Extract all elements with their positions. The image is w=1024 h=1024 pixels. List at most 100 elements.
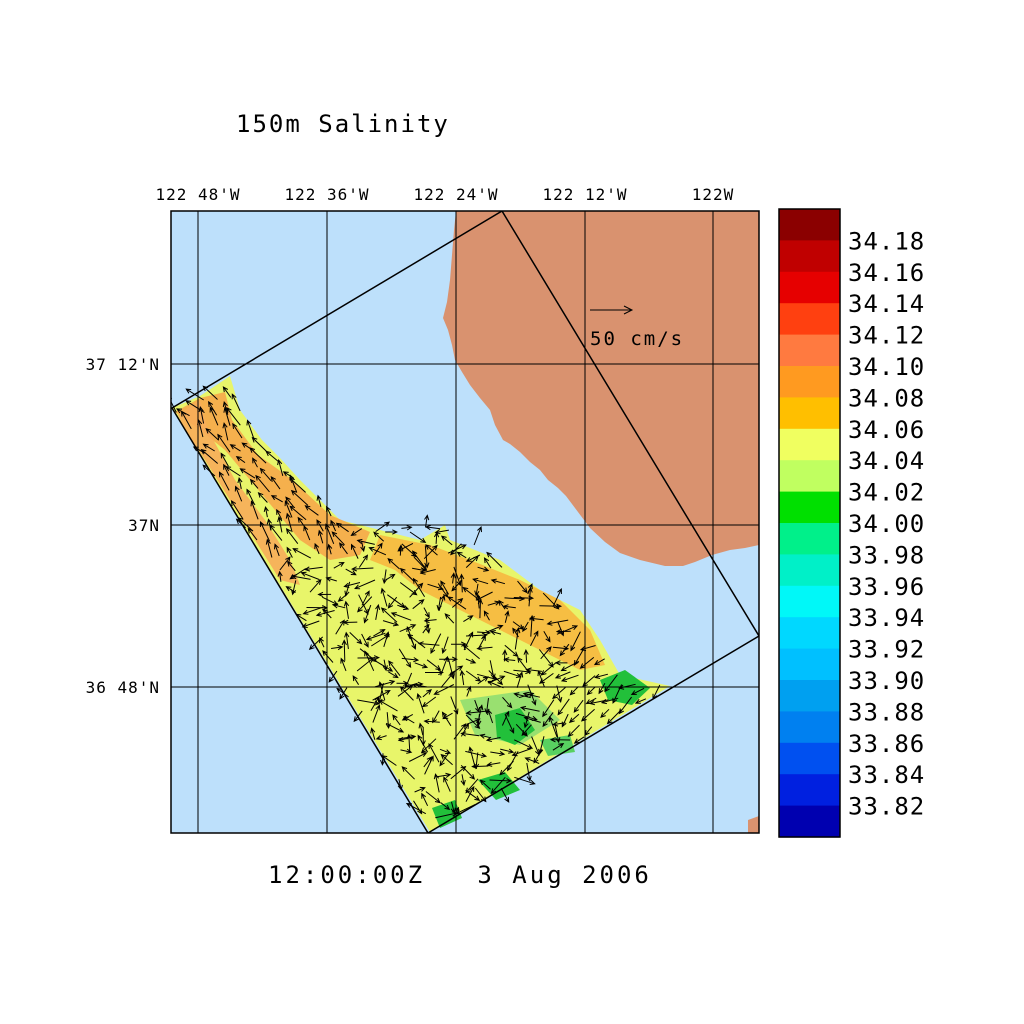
current-vector [436, 772, 452, 778]
current-vector [447, 544, 467, 554]
current-vector [401, 657, 420, 663]
current-vector [198, 405, 205, 424]
reference-vector: 50 cm/s [590, 305, 682, 350]
colorbar-level-label: 33.90 [848, 667, 925, 695]
colorbar-swatch [779, 617, 840, 650]
current-vector [426, 659, 442, 671]
current-vector [373, 659, 394, 672]
current-vector [432, 710, 440, 724]
current-vector [302, 606, 324, 615]
current-vector [322, 650, 334, 663]
current-vector [438, 594, 446, 612]
current-vector [490, 750, 506, 757]
current-vector [289, 477, 306, 493]
current-vector [634, 698, 647, 704]
current-vector [552, 587, 562, 608]
current-vector [250, 500, 259, 520]
colorbar-swatch [779, 648, 840, 681]
current-vector [319, 637, 325, 648]
current-vector [374, 679, 396, 688]
current-vector [226, 407, 241, 426]
current-vector [335, 619, 345, 635]
current-vector [265, 538, 273, 558]
current-vector [451, 579, 463, 592]
current-vector [385, 573, 396, 581]
current-vector [594, 673, 609, 679]
current-vector [472, 577, 489, 585]
timestamp: 12:00:00Z 3 Aug 2006 [268, 861, 652, 889]
current-vector [485, 736, 501, 742]
current-vector [417, 641, 440, 647]
lon-label-122-12w: 122 12'W [542, 185, 627, 204]
current-vector [356, 657, 375, 672]
colorbar: 34.18 34.16 34.14 34.12 34.10 34.08 34.06 34.04… [778, 208, 925, 838]
current-vector [401, 766, 415, 780]
current-vector [588, 699, 609, 706]
current-vector [440, 580, 450, 595]
current-vector [487, 675, 506, 684]
current-vector [447, 596, 467, 610]
colorbar-swatch [779, 680, 840, 712]
current-vector [450, 572, 456, 584]
current-vector [200, 448, 219, 464]
current-vector [205, 428, 220, 441]
current-vector [276, 508, 283, 520]
salinity-band-coastal-orange [178, 400, 300, 585]
current-vector [217, 433, 231, 453]
current-vector [513, 739, 534, 749]
current-vector [356, 538, 375, 545]
current-vector [503, 657, 516, 663]
current-vector [397, 604, 410, 611]
current-vector [549, 737, 571, 743]
current-vector [316, 494, 322, 508]
current-vector [343, 600, 350, 619]
current-vector [398, 544, 404, 556]
current-vector [337, 594, 347, 602]
current-vector [477, 566, 490, 572]
current-vector [523, 716, 541, 723]
current-vector [303, 525, 311, 541]
current-vector [516, 671, 524, 688]
current-vector [465, 658, 477, 664]
current-vector [423, 607, 430, 619]
current-vector [357, 596, 373, 613]
current-vector [317, 591, 332, 598]
current-vector [220, 452, 229, 467]
current-vector [402, 716, 415, 724]
colorbar-level-label: 33.92 [848, 636, 925, 664]
current-vector [474, 583, 480, 597]
current-vector [443, 776, 451, 792]
current-vector [522, 691, 541, 698]
colorbar-swatch [779, 397, 840, 430]
current-vector [418, 722, 424, 736]
current-vector [343, 582, 361, 588]
current-vector [235, 456, 246, 464]
current-vector [382, 620, 400, 627]
current-vector [380, 587, 388, 607]
current-vector [416, 693, 425, 714]
colorbar-swatch [779, 774, 840, 807]
current-vector [486, 761, 501, 767]
current-vector [477, 676, 489, 685]
current-vector [385, 722, 405, 733]
current-vector [568, 713, 580, 724]
current-vector [450, 641, 467, 647]
current-vector [231, 393, 241, 412]
current-vector [373, 542, 383, 556]
current-vector [246, 488, 255, 505]
current-vector [249, 447, 267, 464]
model-domain-outline [171, 211, 759, 833]
current-vector [401, 525, 413, 531]
current-vector [483, 557, 492, 569]
current-vector [460, 731, 480, 737]
current-vector [552, 742, 565, 751]
current-vector [350, 528, 363, 537]
current-vector [500, 787, 510, 803]
colorbar-swatch [779, 334, 840, 367]
current-vector [349, 632, 363, 645]
current-vector [460, 774, 466, 787]
current-vector [279, 556, 291, 571]
current-vector [502, 696, 513, 709]
colorbar-swatch [779, 523, 840, 555]
